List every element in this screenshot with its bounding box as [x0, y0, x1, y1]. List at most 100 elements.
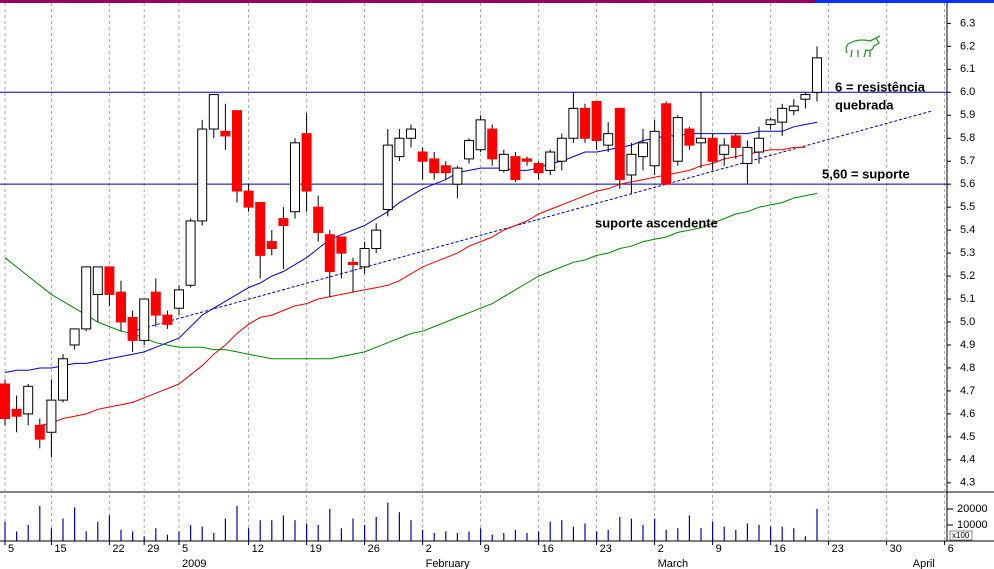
annotation: 5,60 = suporte — [822, 166, 910, 181]
candle-body — [568, 107, 579, 139]
y-tick-label: 5.9 — [960, 109, 975, 121]
annotation: suporte ascendente — [595, 215, 718, 230]
candle-body — [46, 399, 57, 433]
candle-body — [719, 144, 730, 155]
x-tick-label: 30 — [890, 543, 902, 555]
candle-body — [591, 100, 602, 142]
candle-body — [324, 234, 335, 272]
y-tick-label: 4.3 — [960, 477, 975, 489]
candle-body — [707, 137, 718, 162]
y-tick-label: 5.6 — [960, 178, 975, 190]
candle-body — [730, 135, 741, 148]
candle-body — [614, 107, 625, 181]
x-tick-label: 15 — [54, 543, 66, 555]
candle-body — [522, 158, 532, 162]
candle-body — [220, 130, 231, 137]
candle-body — [649, 130, 660, 167]
candle-body — [533, 163, 544, 174]
candle-body — [0, 383, 10, 419]
y-tick-label: 6.3 — [960, 17, 975, 29]
candle-body — [696, 137, 706, 144]
y-tick-label: 5.3 — [960, 247, 975, 259]
candle-body — [301, 133, 312, 192]
month-label: April — [913, 558, 935, 569]
candle-body — [406, 128, 416, 139]
candle-body — [116, 291, 126, 323]
candle-body — [429, 158, 440, 174]
candle-body — [208, 94, 219, 130]
candle-body — [661, 103, 672, 185]
candle-body — [440, 165, 451, 174]
x-tick-label: 5 — [8, 543, 14, 555]
month-label: March — [658, 558, 689, 569]
x-tick-label: 9 — [484, 543, 490, 555]
x-tick-label: 12 — [252, 543, 264, 555]
candle-body — [475, 119, 486, 151]
candle-body — [777, 107, 788, 123]
candle-body — [174, 289, 184, 309]
x-tick-label: 23 — [600, 543, 612, 555]
candle-body — [800, 94, 811, 100]
annotation: quebrada — [835, 97, 894, 112]
x-tick-label: 6 — [948, 543, 954, 555]
candle-body — [510, 156, 521, 181]
y-tick-label: 4.4 — [960, 454, 975, 466]
candle-body — [498, 153, 509, 171]
candle-body — [580, 107, 590, 139]
top-strip — [815, 0, 994, 3]
x-tick-label: 2 — [426, 543, 432, 555]
candle-body — [232, 110, 242, 192]
candle-body — [11, 408, 22, 417]
y-tick-label: 4.9 — [960, 339, 975, 351]
x-tick-label: 9 — [716, 543, 722, 555]
candle-body — [812, 57, 822, 93]
y-tick-label: 4.7 — [960, 385, 975, 397]
candle-body — [672, 117, 683, 162]
month-label: February — [426, 558, 471, 569]
y-tick-label: 5.4 — [960, 224, 975, 236]
y-tick-label: 5.5 — [960, 201, 975, 213]
candle-body — [464, 140, 474, 160]
candle-body — [313, 206, 324, 233]
candle-body — [278, 218, 289, 227]
y-tick-label: 5.0 — [960, 316, 975, 328]
x-tick-label: 19 — [310, 543, 322, 555]
candle-body — [359, 248, 370, 268]
candle-body — [487, 128, 498, 160]
candle-body — [452, 167, 463, 185]
candle-body — [417, 151, 428, 162]
x-tick-label: 22 — [112, 543, 124, 555]
candle-body — [348, 261, 358, 266]
y-tick-label: 5.7 — [960, 155, 975, 167]
y-tick-label: 6.2 — [960, 40, 975, 52]
y-tick-label: 6.1 — [960, 63, 975, 75]
candle-body — [23, 385, 34, 415]
candle-body — [266, 241, 277, 249]
unit-box — [949, 530, 973, 541]
candle-body — [185, 220, 196, 286]
candle-body — [197, 128, 208, 222]
candle-body — [638, 142, 648, 158]
x-tick-label: 29 — [147, 543, 159, 555]
candle-body — [371, 229, 382, 249]
x-tick-label: 5 — [182, 543, 188, 555]
y-tick-label: 4.5 — [960, 431, 975, 443]
bull-icon — [845, 35, 881, 58]
x-tick-label: 16 — [542, 543, 554, 555]
month-label: 2009 — [182, 558, 206, 569]
candle-body — [545, 151, 556, 171]
candle-body — [742, 146, 753, 165]
candle-body — [765, 119, 776, 125]
candle-body — [92, 266, 103, 295]
candle-body — [394, 137, 405, 158]
candle-body — [556, 137, 567, 162]
candle-body — [788, 105, 799, 112]
candle-body — [626, 153, 637, 176]
top-strip — [0, 0, 815, 3]
candle-body — [162, 314, 173, 325]
moving-average — [39, 146, 806, 426]
candle-body — [127, 316, 138, 341]
candle-body — [290, 142, 300, 213]
y-tick-label: 4.8 — [960, 362, 975, 374]
candle-body — [58, 358, 68, 401]
